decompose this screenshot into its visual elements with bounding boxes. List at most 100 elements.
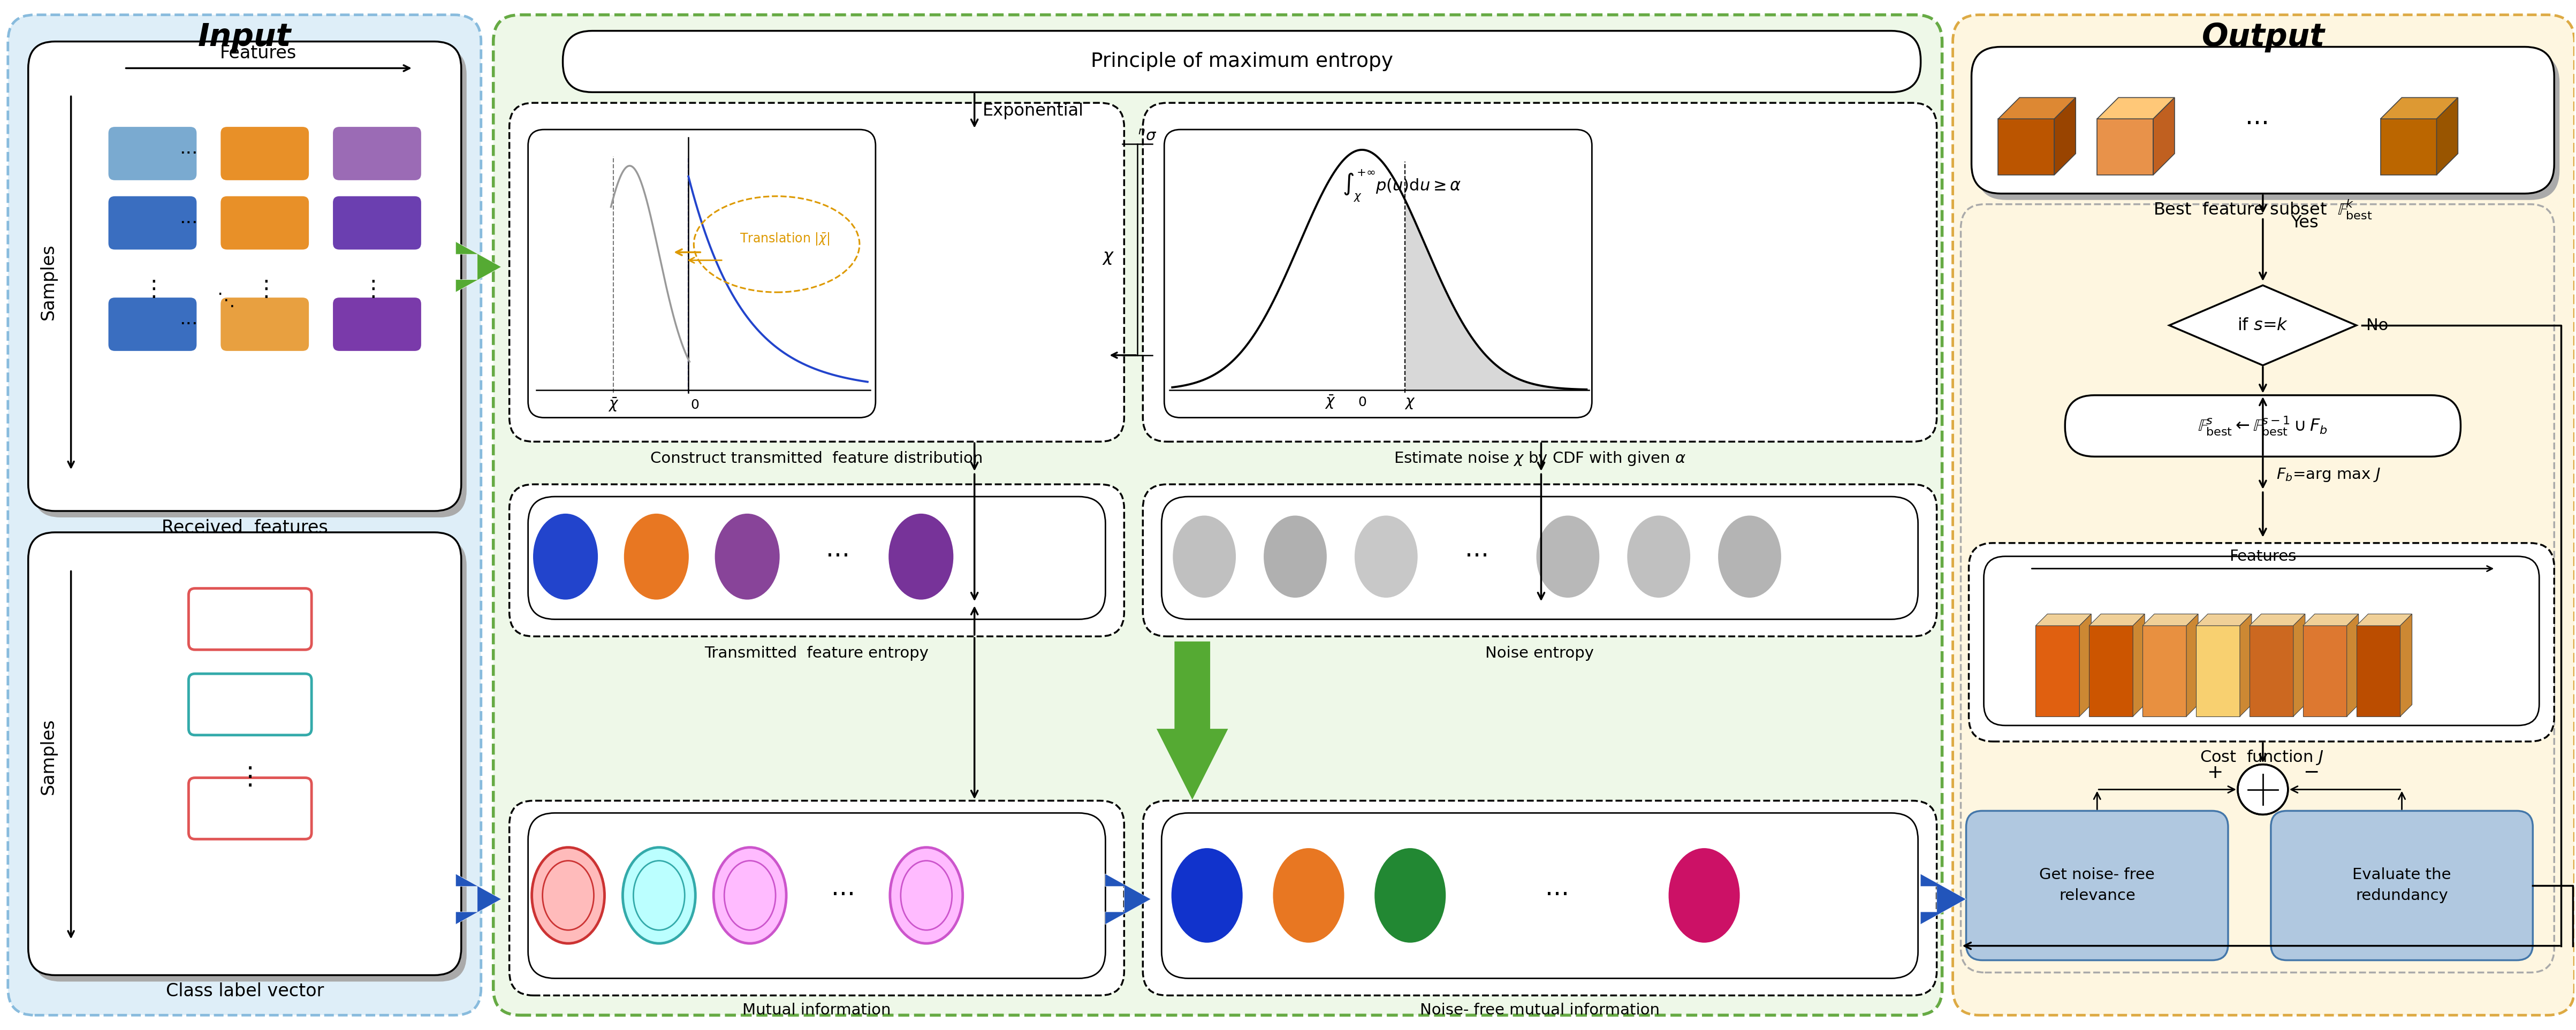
Polygon shape bbox=[2053, 98, 2076, 175]
FancyBboxPatch shape bbox=[188, 778, 312, 839]
FancyBboxPatch shape bbox=[1144, 800, 1937, 995]
Text: Features: Features bbox=[2228, 549, 2295, 563]
FancyBboxPatch shape bbox=[1144, 484, 1937, 637]
Text: Output: Output bbox=[2202, 22, 2326, 53]
Polygon shape bbox=[2187, 614, 2197, 717]
Text: $^n\sigma$: $^n\sigma$ bbox=[1139, 129, 1157, 144]
Text: Estimate noise $\chi$ by CDF with given $\alpha$: Estimate noise $\chi$ by CDF with given … bbox=[1394, 450, 1685, 468]
FancyBboxPatch shape bbox=[28, 41, 461, 511]
Ellipse shape bbox=[1172, 515, 1236, 598]
Ellipse shape bbox=[1355, 515, 1419, 598]
Text: $\chi$: $\chi$ bbox=[1404, 396, 1417, 410]
Text: Noise- free mutual information: Noise- free mutual information bbox=[1419, 1003, 1659, 1018]
Polygon shape bbox=[2303, 614, 2360, 625]
FancyBboxPatch shape bbox=[2066, 396, 2460, 456]
Ellipse shape bbox=[623, 848, 696, 943]
Polygon shape bbox=[2079, 614, 2092, 717]
Text: Exponential: Exponential bbox=[981, 103, 1084, 119]
Ellipse shape bbox=[1535, 515, 1600, 598]
FancyBboxPatch shape bbox=[528, 496, 1105, 619]
FancyBboxPatch shape bbox=[188, 674, 312, 735]
Text: ···: ··· bbox=[180, 144, 198, 163]
Text: Translation $|\bar{\chi}|$: Translation $|\bar{\chi}|$ bbox=[739, 231, 829, 246]
Polygon shape bbox=[2195, 614, 2251, 625]
FancyBboxPatch shape bbox=[495, 14, 1942, 1016]
Circle shape bbox=[2239, 764, 2287, 815]
Ellipse shape bbox=[1170, 848, 1244, 943]
Polygon shape bbox=[2380, 98, 2458, 118]
Polygon shape bbox=[2249, 614, 2306, 625]
Ellipse shape bbox=[1667, 848, 1741, 943]
Ellipse shape bbox=[1273, 848, 1345, 943]
Text: Samples: Samples bbox=[39, 718, 57, 794]
FancyBboxPatch shape bbox=[332, 298, 420, 351]
Text: ⋮: ⋮ bbox=[361, 278, 384, 301]
Polygon shape bbox=[2293, 614, 2306, 717]
Text: No: No bbox=[2365, 317, 2388, 333]
FancyBboxPatch shape bbox=[108, 127, 196, 180]
Text: Transmitted  feature entropy: Transmitted feature entropy bbox=[706, 646, 930, 661]
Polygon shape bbox=[2089, 614, 2146, 625]
Polygon shape bbox=[1157, 642, 1229, 800]
Text: ···: ··· bbox=[1546, 884, 1569, 907]
Text: $\int_\chi^{+\infty} p(u)\mathrm{d}u \geq \alpha$: $\int_\chi^{+\infty} p(u)\mathrm{d}u \ge… bbox=[1342, 168, 1461, 203]
Text: −: − bbox=[2303, 763, 2318, 782]
FancyBboxPatch shape bbox=[1144, 103, 1937, 442]
FancyBboxPatch shape bbox=[108, 298, 196, 351]
FancyBboxPatch shape bbox=[510, 484, 1123, 637]
Text: Noise entropy: Noise entropy bbox=[1486, 646, 1595, 661]
Text: ···: ··· bbox=[1466, 545, 1489, 569]
Text: $\chi$: $\chi$ bbox=[1103, 249, 1115, 266]
Polygon shape bbox=[2249, 625, 2293, 717]
Text: $\mathbb{F}^s_{\mathrm{best}} \leftarrow \mathbb{F}^{s-1}_{\mathrm{best}} \cup F: $\mathbb{F}^s_{\mathrm{best}} \leftarrow… bbox=[2197, 415, 2329, 437]
Ellipse shape bbox=[533, 513, 598, 600]
FancyBboxPatch shape bbox=[332, 127, 420, 180]
Polygon shape bbox=[2143, 625, 2187, 717]
Text: $\bar{\chi}$: $\bar{\chi}$ bbox=[608, 397, 618, 413]
Text: Input: Input bbox=[198, 22, 291, 53]
Polygon shape bbox=[2154, 98, 2174, 175]
Text: Construct transmitted  feature distribution: Construct transmitted feature distributi… bbox=[652, 451, 984, 467]
Text: ⋮: ⋮ bbox=[237, 765, 263, 790]
Text: $F_b$=arg max$\ J$: $F_b$=arg max$\ J$ bbox=[2277, 467, 2380, 483]
Text: ···: ··· bbox=[180, 315, 198, 334]
Polygon shape bbox=[2035, 625, 2079, 717]
FancyBboxPatch shape bbox=[188, 588, 312, 650]
FancyBboxPatch shape bbox=[33, 48, 466, 517]
FancyBboxPatch shape bbox=[222, 127, 309, 180]
Ellipse shape bbox=[714, 848, 786, 943]
Polygon shape bbox=[456, 242, 502, 293]
FancyBboxPatch shape bbox=[222, 197, 309, 249]
Polygon shape bbox=[2097, 98, 2174, 118]
Text: ···: ··· bbox=[827, 545, 850, 569]
Ellipse shape bbox=[1373, 848, 1448, 943]
FancyBboxPatch shape bbox=[1164, 130, 1592, 417]
Text: +: + bbox=[2208, 763, 2223, 782]
FancyBboxPatch shape bbox=[8, 14, 482, 1016]
Ellipse shape bbox=[623, 513, 690, 600]
Polygon shape bbox=[1999, 118, 2053, 175]
Polygon shape bbox=[2357, 625, 2401, 717]
Polygon shape bbox=[2035, 614, 2092, 625]
Polygon shape bbox=[2169, 285, 2357, 366]
Polygon shape bbox=[2241, 614, 2251, 717]
Text: Principle of maximum entropy: Principle of maximum entropy bbox=[1090, 51, 1394, 71]
FancyBboxPatch shape bbox=[1984, 556, 2540, 725]
Text: Evaluate the
redundancy: Evaluate the redundancy bbox=[2352, 867, 2452, 903]
Text: ⋱: ⋱ bbox=[216, 291, 234, 309]
Text: Best  feature subset  $\mathbb{F}^k_{\mathrm{best}}$: Best feature subset $\mathbb{F}^k_{\math… bbox=[2154, 198, 2372, 220]
Polygon shape bbox=[2437, 98, 2458, 175]
FancyBboxPatch shape bbox=[1965, 811, 2228, 960]
Text: 0: 0 bbox=[690, 399, 698, 411]
FancyBboxPatch shape bbox=[1968, 543, 2555, 742]
Ellipse shape bbox=[1262, 515, 1327, 598]
Polygon shape bbox=[2303, 625, 2347, 717]
Text: Cost  function $J$: Cost function $J$ bbox=[2200, 749, 2324, 766]
FancyBboxPatch shape bbox=[510, 800, 1123, 995]
Polygon shape bbox=[2133, 614, 2146, 717]
Text: Samples: Samples bbox=[39, 243, 57, 319]
Polygon shape bbox=[2380, 118, 2437, 175]
FancyBboxPatch shape bbox=[222, 298, 309, 351]
Polygon shape bbox=[2089, 625, 2133, 717]
Text: Features: Features bbox=[219, 44, 296, 62]
